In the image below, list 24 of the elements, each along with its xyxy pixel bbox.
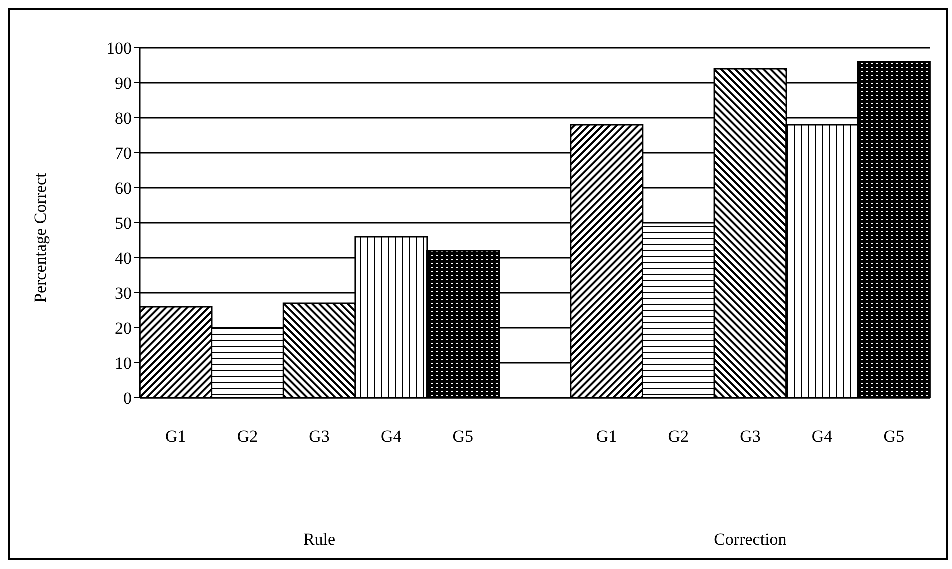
- x-tick-label: G4: [380, 427, 402, 446]
- y-tick-label: 20: [115, 319, 132, 338]
- y-tick-label: 0: [124, 389, 132, 408]
- x-tick-label: G2: [668, 427, 690, 446]
- x-tick-label: G4: [812, 427, 834, 446]
- y-tick-label: 70: [115, 144, 132, 164]
- y-tick-label: 40: [115, 249, 132, 268]
- y-tick-label: 50: [115, 214, 132, 234]
- y-tick-label: 90: [115, 74, 132, 94]
- x-tick-label: G2: [237, 427, 258, 446]
- x-tick-label: G1: [166, 427, 186, 446]
- y-tick-label: 100: [106, 39, 132, 58]
- y-tick-label: 60: [115, 179, 132, 198]
- text: Rule: [302, 530, 337, 550]
- x-tick-label: G1: [596, 427, 618, 446]
- y-tick-label: 80: [115, 109, 132, 128]
- x-tick-label: G3: [309, 427, 330, 446]
- y-tick-label: 10: [115, 354, 132, 374]
- y-axis-title: Percentage Correct: [31, 172, 50, 303]
- x-tick-label: G5: [884, 427, 904, 446]
- y-tick-label: 30: [115, 284, 132, 304]
- x-tick-label: G5: [452, 427, 474, 446]
- x-tick-label: G3: [740, 427, 761, 446]
- text: Correction: [713, 530, 788, 550]
